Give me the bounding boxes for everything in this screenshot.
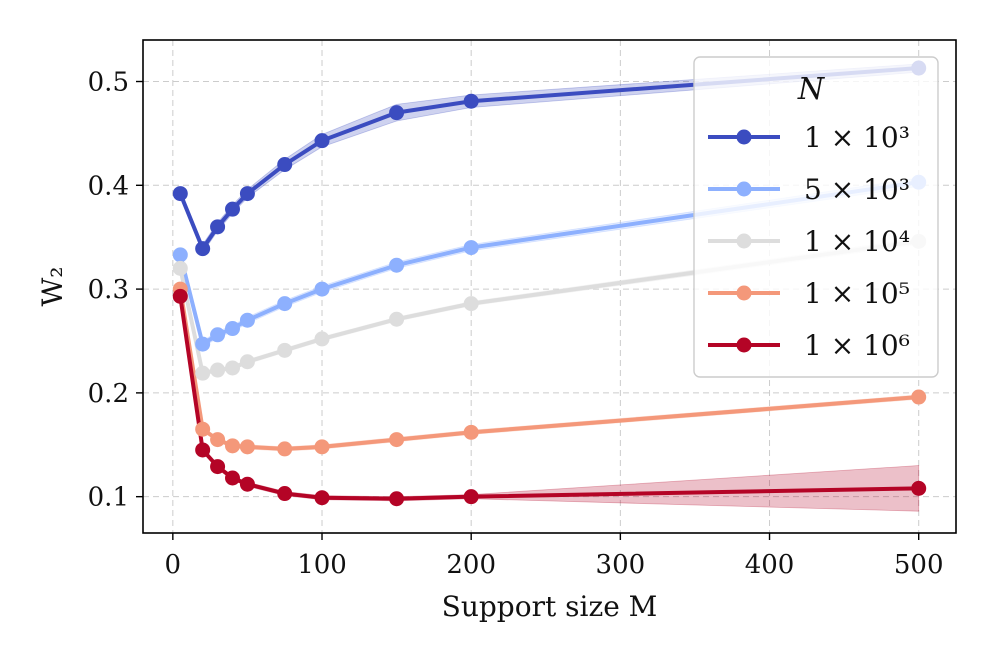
data-point [314, 281, 330, 297]
data-point [389, 105, 405, 121]
data-point [911, 389, 927, 405]
data-point [195, 365, 211, 381]
data-point [172, 288, 188, 304]
legend-entry-label: 1 × 10⁶ [804, 329, 910, 362]
data-point [239, 439, 255, 455]
data-point [314, 133, 330, 149]
y-tick-label: 0.1 [88, 483, 129, 513]
data-point [277, 486, 293, 502]
series-line [178, 239, 921, 376]
data-point [314, 439, 330, 455]
data-point [225, 360, 241, 376]
data-point [239, 476, 255, 492]
data-point [277, 157, 293, 173]
plot-frame [142, 39, 957, 534]
x-tick-label: 0 [165, 550, 182, 580]
y-axis-label: W₂ [36, 266, 69, 306]
data-point [225, 321, 241, 337]
x-tick-label: 400 [745, 550, 795, 580]
data-point [210, 219, 226, 235]
data-point [463, 296, 479, 312]
legend-entry-label: 1 × 10³ [804, 121, 910, 154]
legend-entry-label: 5 × 10³ [804, 173, 910, 206]
x-tick-label: 200 [446, 550, 496, 580]
x-tick-label: 100 [297, 550, 347, 580]
axis-ticks: 0 100 200 300 400 500 0.1 0.2 0.3 0.4 0.5 [88, 68, 944, 580]
data-point [463, 424, 479, 440]
data-point [277, 296, 293, 312]
data-point [277, 441, 293, 457]
data-point [463, 240, 479, 256]
series-points [172, 60, 927, 507]
data-point [225, 201, 241, 217]
x-axis-label: Support size M [442, 590, 658, 623]
data-point [195, 421, 211, 437]
legend-swatch-marker [736, 285, 752, 301]
data-point [225, 470, 241, 486]
data-point [239, 186, 255, 202]
legend-swatch-marker [736, 181, 752, 197]
data-point [389, 491, 405, 507]
data-point [314, 331, 330, 347]
legend: N 1 × 10³ 5 × 10³ 1 × 10⁴ 1 × 10⁵ 1 × 10⁶ [693, 56, 939, 378]
data-point [225, 438, 241, 454]
data-point [389, 432, 405, 448]
data-point [210, 432, 226, 448]
legend-entry-label: 1 × 10⁴ [804, 225, 910, 258]
legend-title: N [797, 72, 826, 107]
x-tick-label: 300 [596, 550, 646, 580]
data-point [463, 489, 479, 505]
data-point [389, 257, 405, 273]
y-tick-label: 0.4 [88, 171, 129, 201]
data-point [911, 480, 927, 496]
data-point [210, 327, 226, 343]
data-point [172, 186, 188, 202]
data-point [314, 490, 330, 506]
data-point [463, 93, 479, 109]
series-lines [178, 66, 921, 501]
legend-swatch-marker [736, 337, 752, 353]
legend-entry-label: 1 × 10⁵ [804, 277, 910, 310]
series-line [178, 294, 921, 501]
legend-swatch-marker [736, 233, 752, 249]
series-line [178, 66, 921, 251]
data-point [389, 311, 405, 327]
data-point [195, 241, 211, 257]
data-point [195, 336, 211, 352]
x-tick-label: 500 [894, 550, 944, 580]
data-point [210, 459, 226, 475]
y-tick-label: 0.5 [88, 68, 129, 98]
data-point [210, 362, 226, 378]
series-line [178, 180, 921, 347]
data-point [277, 342, 293, 358]
data-point [195, 442, 211, 458]
data-point [172, 247, 188, 263]
data-point [172, 260, 188, 276]
data-point [239, 312, 255, 328]
data-point [239, 354, 255, 370]
series-line [178, 287, 921, 451]
y-tick-label: 0.3 [88, 275, 129, 305]
legend-swatch-marker [736, 129, 752, 145]
y-tick-label: 0.2 [88, 379, 129, 409]
